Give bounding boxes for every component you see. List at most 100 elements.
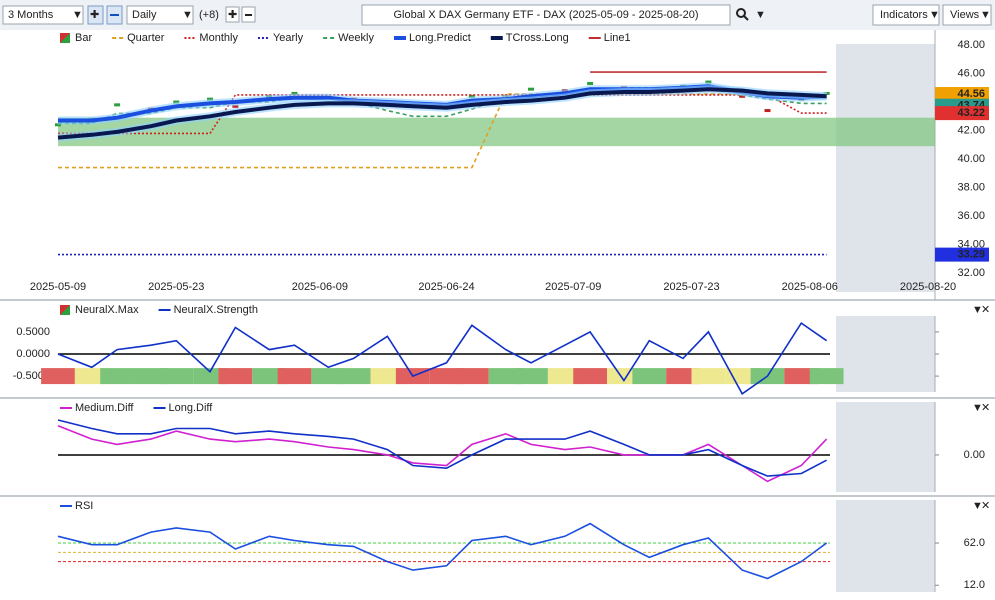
x-tick-label: 2025-08-06 (782, 281, 838, 293)
interval-select[interactable] (126, 5, 194, 25)
legend-label: Bar (75, 32, 92, 44)
state-strip (809, 368, 844, 385)
search-icon[interactable] (736, 8, 746, 18)
legend-swatch (60, 305, 70, 315)
y-tick-label: 0.5000 (16, 326, 50, 338)
legend-label: Medium.Diff (75, 402, 134, 414)
legend-label: Long.Predict (409, 32, 471, 44)
legend-swatch (490, 36, 503, 40)
interval-label: Daily (132, 9, 157, 21)
x-tick-label: 2025-05-23 (148, 281, 204, 293)
range-select[interactable] (2, 5, 84, 25)
state-strip (159, 368, 194, 385)
pane-close[interactable]: ✕ (981, 500, 990, 512)
symbol-box[interactable] (361, 4, 731, 26)
legend-label: Weekly (338, 32, 374, 44)
future-area (836, 44, 935, 292)
x-tick-label: 2025-08-20 (900, 281, 956, 293)
series-line (58, 94, 827, 135)
x-tick-label: 2025-07-23 (663, 281, 719, 293)
y-tick-label: 62.0 (964, 537, 985, 549)
price-bar (114, 103, 121, 107)
price-bar (587, 81, 594, 85)
legend-label: Yearly (273, 32, 304, 44)
state-strip (336, 368, 371, 385)
add-button[interactable] (225, 6, 240, 23)
series-line (57, 321, 828, 395)
series-line (57, 419, 827, 477)
search-icon-handle (743, 15, 749, 21)
y-tick-label: 32.00 (957, 267, 985, 279)
y-tick-label: 34.00 (957, 238, 985, 250)
y-tick-label: 36.00 (957, 210, 985, 222)
zoom-out-icon (110, 14, 119, 16)
state-strip (691, 368, 726, 385)
state-strip (454, 368, 489, 385)
state-strip (41, 368, 75, 385)
state-strip (100, 368, 135, 385)
indicators-label: Indicators (880, 9, 928, 21)
dropdown-arrow: ▼ (929, 9, 940, 21)
zoom-in[interactable] (87, 5, 104, 25)
remove-icon (245, 14, 252, 16)
x-tick-label: 2025-06-24 (418, 281, 474, 293)
legend-swatch (60, 33, 70, 43)
dropdown-arrow: ▼ (980, 9, 991, 21)
pane-close[interactable]: ✕ (981, 402, 990, 414)
price-bar (55, 123, 61, 127)
price-bar (705, 80, 712, 84)
price-bar (232, 104, 239, 108)
price-bar (207, 97, 214, 101)
future-area (836, 402, 935, 492)
range-label: 3 Months (8, 9, 54, 21)
legend-label: Long.Diff (168, 402, 213, 414)
zoom-in-icon: ✚ (90, 9, 99, 21)
add-icon: ✚ (228, 9, 237, 21)
series-line (57, 425, 828, 483)
pane-close[interactable]: ✕ (981, 304, 990, 316)
y-tick-label: 12.0 (964, 579, 985, 591)
pane-menu[interactable]: ▼ (972, 500, 983, 512)
future-area (836, 500, 935, 592)
state-strip (277, 368, 312, 385)
indicators-button[interactable] (872, 4, 940, 26)
price-label (935, 87, 989, 102)
legend-label: NeuralX.Max (75, 304, 139, 316)
dropdown-arrow: ▼ (72, 9, 83, 21)
legend-label: Monthly (199, 32, 238, 44)
x-tick-label: 2025-06-09 (292, 281, 348, 293)
price-label-text: 44.56 (957, 88, 985, 100)
y-tick-label: 0.00 (964, 449, 985, 461)
dropdown-arrow: ▼ (182, 9, 193, 21)
legend-label: TCross.Long (506, 32, 569, 44)
state-strip (632, 368, 667, 385)
state-strip (573, 368, 608, 385)
y-tick-label: -0.5000 (13, 370, 50, 382)
price-bar (291, 91, 298, 95)
price-bar (173, 100, 180, 104)
price-bar (468, 94, 475, 98)
price-label-text: 43.22 (957, 107, 985, 119)
y-tick-label: 0.0000 (16, 348, 50, 360)
legend-label: Line1 (604, 32, 631, 44)
y-tick-label: 40.00 (957, 153, 985, 165)
price-label (935, 106, 989, 121)
legend-label: RSI (75, 500, 93, 512)
dropdown-arrow: ▼ (755, 9, 766, 21)
state-strip (514, 368, 548, 385)
views-button[interactable] (942, 4, 992, 26)
price-bar (739, 94, 746, 98)
price-bar (764, 109, 771, 113)
legend-label: NeuralX.Strength (174, 304, 258, 316)
series-line (57, 522, 828, 580)
x-tick-label: 2025-07-09 (545, 281, 601, 293)
y-tick-label: 48.00 (957, 39, 985, 51)
pane-menu[interactable]: ▼ (972, 304, 983, 316)
views-label: Views (950, 9, 980, 21)
series-line (57, 87, 827, 140)
pane-menu[interactable]: ▼ (972, 402, 983, 414)
support-zone (58, 117, 935, 147)
price-label-text: 33.29 (957, 249, 985, 261)
extra-count: (+8) (199, 9, 219, 21)
x-tick-label: 2025-05-09 (30, 281, 86, 293)
